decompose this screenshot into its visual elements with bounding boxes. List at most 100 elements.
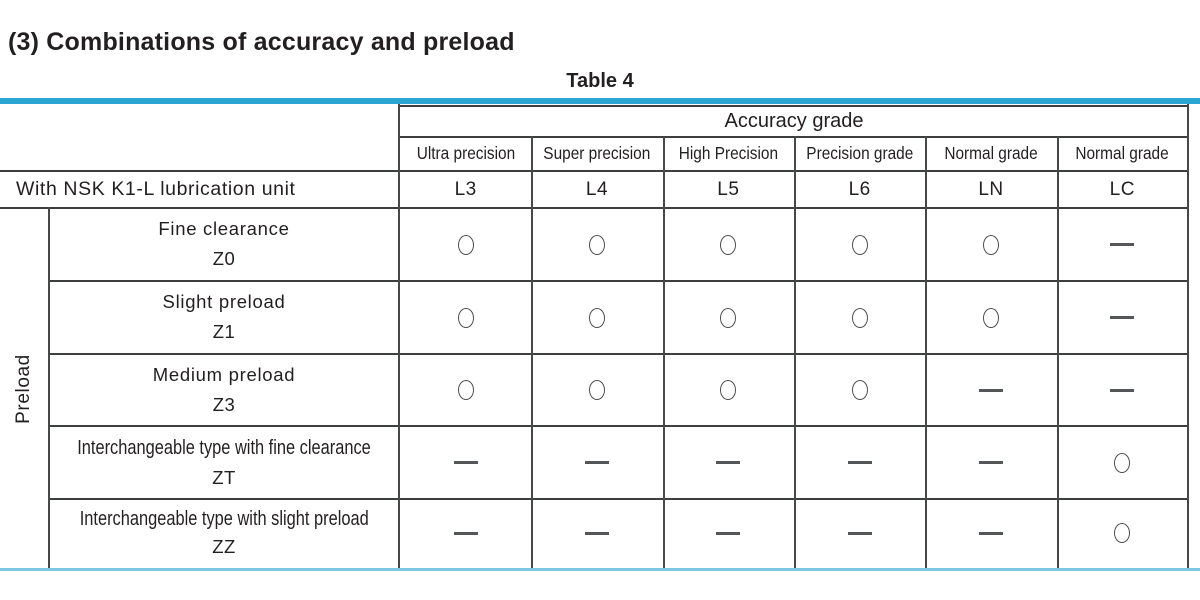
accent-bar-top [0,98,1200,104]
preload-row-code: Z0 [212,248,236,270]
grade-label-cell: Normal grade [925,137,1056,170]
availability-cell [400,355,531,425]
grade-label: Normal grade [944,143,1038,163]
preload-row-name: Interchangeable type with fine clearance [77,436,371,459]
availability-symbol [847,531,872,535]
availability-cell [400,500,531,566]
grade-code-cell: L4 [585,178,609,200]
availability-cell [1057,209,1188,280]
grade-label-cell: Normal grade [1057,137,1188,170]
availability-cell [794,282,925,353]
availability-symbol [720,234,737,255]
preload-row-code: ZT [212,466,236,488]
availability-cell [925,209,1056,280]
availability-symbol [457,307,474,328]
availability-symbol [851,307,868,328]
availability-symbol [453,461,478,464]
table-border-line [531,136,533,568]
availability-cell [925,500,1056,566]
availability-cell [1057,500,1188,566]
table-border-line [0,207,1189,209]
availability-symbol [457,234,474,255]
table-border-line [663,136,665,568]
preload-row-label: Slight preload Z1 [50,282,398,353]
availability-symbol [982,234,999,255]
accent-bar-bottom [0,568,1200,571]
availability-symbol [588,307,605,328]
preload-row-cells [400,427,1188,498]
availability-symbol [588,234,605,255]
lubrication-row-label-text: With NSK K1-L lubrication unit [16,178,296,200]
availability-symbol [847,461,872,464]
table-caption: Table 4 [566,70,634,92]
availability-symbol [1110,243,1135,246]
lubrication-codes-row: L3 L4 L5 L6 LN LC [400,172,1188,207]
lubrication-row-label: With NSK K1-L lubrication unit [0,172,398,207]
grade-code-cell: L5 [717,178,740,200]
availability-symbol [978,388,1003,392]
table-border-line [48,498,1189,500]
table-border-line [0,170,1189,172]
preload-row-cells [400,209,1188,280]
availability-cell [663,282,794,353]
availability-symbol [978,531,1003,535]
preload-row-label: Interchangeable type with slight preload… [50,500,398,566]
table-border-line [48,425,1189,427]
preload-row-code: Z3 [212,393,236,415]
availability-cell [531,427,662,498]
availability-cell [1057,282,1188,353]
preload-row-code: Z1 [212,321,236,343]
availability-symbol [720,380,737,400]
availability-cell [925,427,1056,498]
availability-cell [1057,427,1188,498]
preload-row-name: Fine clearance [158,218,290,240]
preload-row-cells [400,282,1188,353]
availability-cell [531,355,662,425]
availability-symbol [453,531,478,535]
availability-symbol [851,234,868,255]
availability-cell [794,355,925,425]
availability-cell [794,209,925,280]
preload-row-name: Slight preload [162,291,286,313]
availability-symbol [457,380,474,400]
grade-label-cell: Super precision [531,137,662,170]
table-border-line [48,353,1189,355]
grade-code-cell: L3 [454,178,477,200]
grade-label: High Precision [678,143,778,163]
preload-row-cells [400,500,1188,566]
availability-cell [400,282,531,353]
availability-symbol [584,461,609,464]
table-border-line [1057,136,1059,568]
availability-cell [531,282,662,353]
availability-cell [663,355,794,425]
availability-symbol [1110,316,1135,319]
grade-label: Ultra precision [416,143,515,163]
table-border-line [1187,104,1189,568]
availability-cell [925,282,1056,353]
table-border-line [398,104,400,568]
accuracy-grade-header: Accuracy grade [400,106,1188,136]
grade-label: Normal grade [1075,143,1169,163]
section-title: (3) Combinations of accuracy and preload [8,28,515,56]
availability-cell [794,500,925,566]
availability-symbol [716,531,741,535]
grade-label-cell: Precision grade [794,137,925,170]
availability-cell [400,427,531,498]
availability-cell [925,355,1056,425]
table-border-line [794,136,796,568]
availability-cell [531,209,662,280]
availability-cell [663,427,794,498]
availability-cell [400,209,531,280]
availability-symbol [716,461,741,464]
availability-symbol [982,307,999,328]
preload-row-cells [400,355,1188,425]
grade-code-cell: LN [978,178,1004,200]
table-border-line [48,280,1189,282]
grade-code-cell: LC [1109,178,1135,200]
availability-symbol [978,461,1003,464]
preload-row-label: Interchangeable type with fine clearance… [50,427,398,498]
grade-label: Super precision [543,143,651,163]
availability-symbol [584,531,609,535]
availability-cell [663,209,794,280]
availability-cell [794,427,925,498]
